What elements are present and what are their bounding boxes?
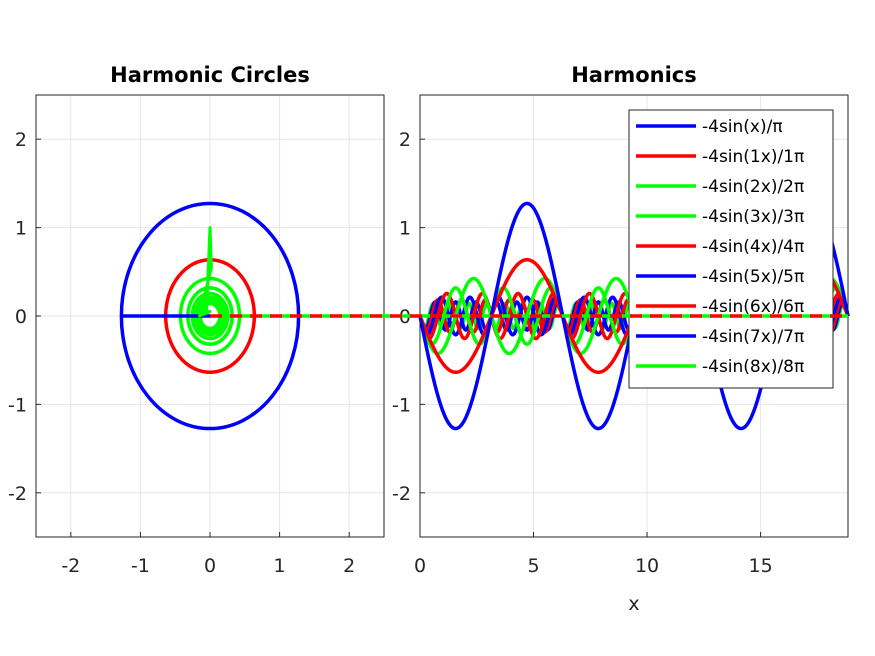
x-tick-label: -2 <box>61 555 80 577</box>
x-tick-label: 2 <box>343 555 355 577</box>
y-tick-label: -2 <box>8 483 27 505</box>
y-tick-label: -1 <box>392 394 411 416</box>
x-tick-label: 0 <box>204 555 216 577</box>
x-tick-label: -1 <box>131 555 150 577</box>
legend-label: -4sin(5x)/5π <box>702 267 804 287</box>
y-tick-label: -2 <box>392 483 411 505</box>
y-tick-label: 2 <box>15 129 27 151</box>
x-tick-label: 15 <box>748 555 772 577</box>
x-tick-label: 1 <box>274 555 286 577</box>
tick-labels: -2 -1 0 1 2 -2 -1 0 1 2 <box>8 129 355 577</box>
legend-label: -4sin(1x)/1π <box>702 147 804 167</box>
x-tick-label: 0 <box>414 555 426 577</box>
legend-label: -4sin(4x)/4π <box>702 237 804 257</box>
harmonic-circles-axes: -2 -1 0 1 2 -2 -1 0 1 2 Harmonic Circles <box>8 63 385 577</box>
y-tick-label: 0 <box>15 306 27 328</box>
legend-label: -4sin(8x)/8π <box>702 357 804 377</box>
x-tick-label: 10 <box>635 555 659 577</box>
legend-label: -4sin(3x)/3π <box>702 207 804 227</box>
y-tick-label: 2 <box>399 129 411 151</box>
harmonic-spike <box>198 226 213 318</box>
legend-label: -4sin(6x)/6π <box>702 297 804 317</box>
y-tick-label: 1 <box>399 218 411 240</box>
y-tick-label: -1 <box>8 394 27 416</box>
chart-title: Harmonics <box>571 63 697 87</box>
x-tick-label: 5 <box>527 555 539 577</box>
legend-label: -4sin(x)/π <box>702 117 783 137</box>
chart-title: Harmonic Circles <box>110 63 310 87</box>
x-axis-label: x <box>628 593 639 615</box>
legend-label: -4sin(7x)/7π <box>702 327 804 347</box>
y-tick-label: 1 <box>15 218 27 240</box>
legend-label: -4sin(2x)/2π <box>702 177 804 197</box>
legend: -4sin(x)/π -4sin(1x)/1π -4sin(2x)/2π -4sin(… <box>628 109 834 389</box>
